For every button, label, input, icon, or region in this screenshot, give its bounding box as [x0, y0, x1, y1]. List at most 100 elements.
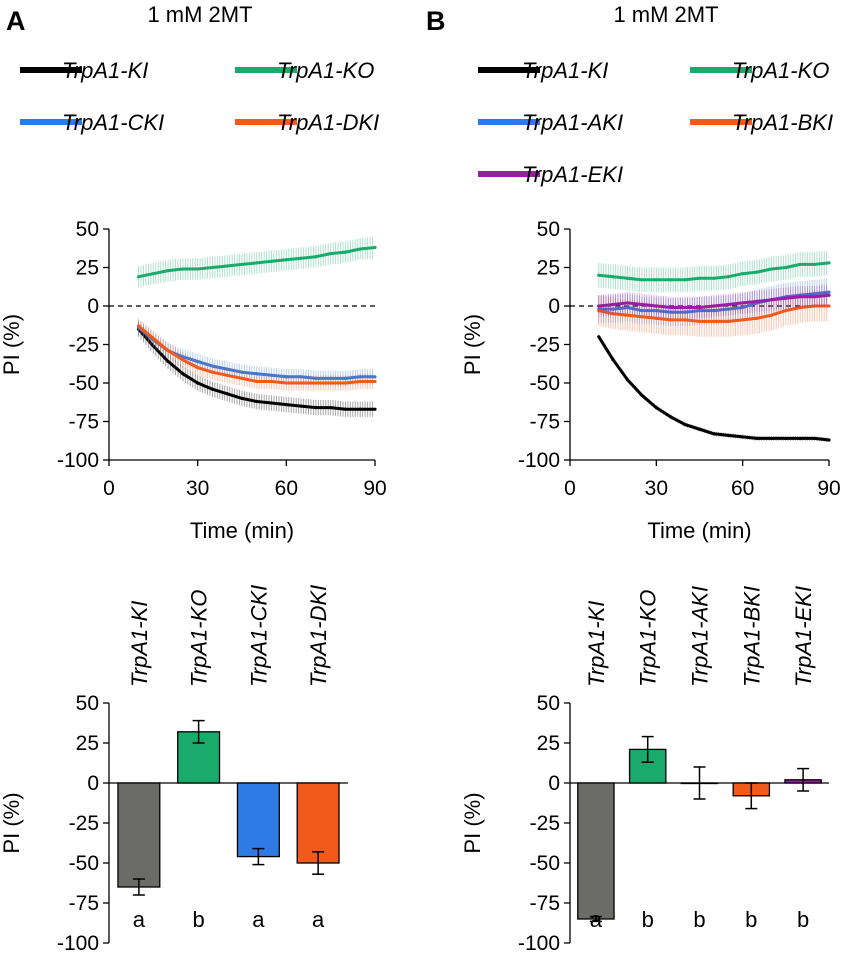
data-point [769, 436, 774, 441]
data-point [741, 435, 745, 439]
significance-letter: a [252, 907, 265, 932]
data-point [181, 267, 185, 271]
y-tick-label: -50 [69, 852, 99, 875]
data-point [299, 256, 303, 260]
data-point [597, 304, 601, 308]
data-point [625, 378, 630, 382]
x-axis-title: Time (min) [190, 518, 294, 543]
data-point [210, 265, 215, 270]
category-label: TrpA1-BKI [739, 586, 764, 687]
data-point [683, 318, 687, 322]
x-tick-label: 90 [817, 477, 840, 500]
data-point [269, 259, 274, 263]
data-point [269, 401, 274, 405]
significance-letter: b [745, 907, 757, 932]
data-point [329, 252, 333, 256]
data-point [625, 276, 630, 280]
data-point [640, 278, 644, 282]
data-point [255, 372, 259, 376]
data-point [697, 309, 702, 313]
data-point [373, 375, 377, 379]
data-point [284, 375, 288, 379]
data-point [827, 293, 831, 297]
data-point [625, 305, 630, 310]
y-axis-title: PI (%) [0, 314, 24, 375]
y-tick-label: -100 [518, 449, 560, 472]
legend-label: TrpA1-AKI [522, 110, 623, 135]
data-point [654, 309, 658, 313]
data-point [640, 393, 644, 397]
data-point [683, 305, 687, 310]
data-point [741, 301, 745, 305]
data-point [210, 387, 215, 391]
data-point [255, 399, 259, 404]
x-tick-label: 30 [645, 477, 668, 500]
data-point [784, 436, 788, 441]
x-tick-label: 60 [275, 477, 298, 500]
x-tick-label: 90 [363, 477, 386, 500]
data-point [314, 406, 318, 410]
data-point [611, 358, 615, 362]
data-point [269, 373, 274, 377]
legend-label: TrpA1-BKI [732, 110, 833, 135]
data-point [181, 355, 185, 359]
data-point [597, 335, 601, 339]
x-tick-label: 30 [186, 477, 209, 500]
data-point [654, 278, 658, 282]
data-point [827, 304, 831, 308]
x-tick-label: 0 [564, 477, 576, 500]
data-point [329, 381, 333, 385]
data-point [784, 296, 788, 300]
legend-label: TrpA1-KI [62, 58, 148, 83]
data-point [741, 318, 745, 322]
legend-label: TrpA1-DKI [277, 110, 379, 135]
data-point [683, 310, 687, 314]
series-trpa1-ki [597, 334, 831, 443]
series-trpa1-eki [597, 284, 831, 319]
data-point [611, 275, 615, 279]
data-point [813, 262, 817, 267]
data-point [597, 273, 601, 277]
y-tick-label: 25 [76, 732, 99, 755]
y-tick-label: 50 [76, 218, 99, 241]
y-axis-title: PI (%) [0, 792, 24, 853]
data-point [755, 270, 759, 274]
x-axis-title: Time (min) [647, 518, 751, 543]
data-point [358, 247, 362, 251]
y-tick-label: 25 [537, 257, 560, 280]
data-point [726, 319, 730, 323]
y-tick-label: 25 [76, 257, 99, 280]
y-tick-label: 50 [537, 692, 560, 715]
y-tick-label: -75 [530, 892, 560, 915]
data-point [343, 407, 348, 411]
data-point [225, 264, 229, 268]
y-tick-label: -75 [69, 411, 99, 434]
data-point [683, 278, 687, 282]
x-tick-label: 0 [103, 477, 115, 500]
data-point [181, 372, 185, 376]
category-label: TrpA1-KI [127, 601, 152, 687]
data-point [769, 313, 774, 317]
data-point [358, 375, 362, 379]
bar [577, 782, 615, 920]
data-point [798, 436, 802, 441]
y-tick-label: -50 [530, 372, 560, 395]
data-point [712, 432, 716, 436]
category-label: TrpA1-AKI [688, 586, 713, 687]
data-point [240, 396, 244, 400]
series-trpa1-ko [597, 250, 831, 293]
significance-letter: b [193, 907, 205, 932]
legend-label: TrpA1-CKI [62, 110, 164, 135]
data-point [299, 404, 303, 408]
data-point [196, 267, 200, 271]
data-point [697, 305, 702, 310]
data-point [669, 278, 673, 282]
data-point [827, 261, 831, 265]
y-tick-label: 0 [87, 772, 99, 795]
data-point [755, 299, 759, 303]
y-tick-label: -25 [69, 812, 99, 835]
data-point [813, 304, 817, 308]
data-point [640, 302, 644, 307]
panel-b-title: 1 mM 2MT [613, 2, 718, 27]
data-point [640, 315, 644, 319]
